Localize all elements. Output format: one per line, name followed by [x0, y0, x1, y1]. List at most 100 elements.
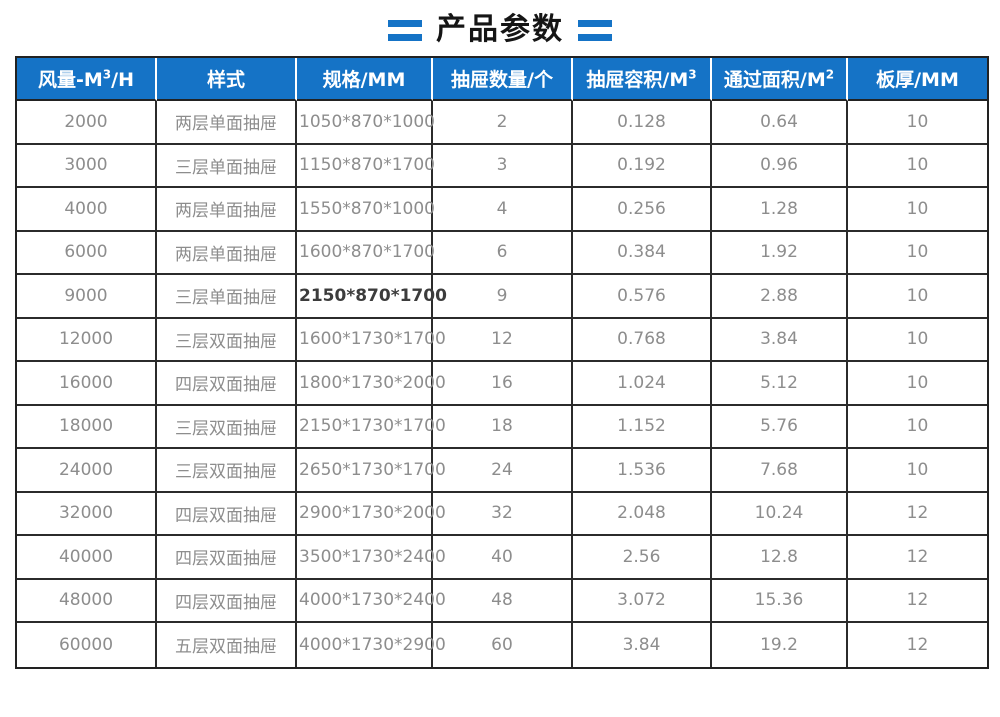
table-row: 2000 两层单面抽屉 1050*870*1000 2 0.128 0.64 10: [17, 101, 987, 145]
cell-area: 0.96: [712, 144, 848, 188]
table-row: 4000 两层单面抽屉 1550*870*1000 4 0.256 1.28 10: [17, 188, 987, 232]
cell-drawers: 2: [433, 101, 573, 145]
cell-spec: 2900*1730*2000: [297, 492, 446, 536]
cell-area: 15.36: [712, 579, 848, 623]
cell-drawers: 48: [433, 579, 573, 623]
cell-thickness: 10: [848, 405, 987, 449]
cell-volume: 1.024: [573, 362, 712, 406]
table-row: 6000 两层单面抽屉 1600*870*1700 6 0.384 1.92 10: [17, 231, 987, 275]
cell-style: 两层单面抽屉: [157, 188, 297, 232]
column-header-area-sup: 2: [825, 67, 835, 82]
cell-style: 三层单面抽屉: [157, 144, 297, 188]
cell-spec: 4000*1730*2400: [297, 579, 446, 623]
equals-mark-icon-right: [578, 19, 612, 41]
table-row: 24000 三层双面抽屉 2650*1730*1700 24 1.536 7.68 10: [17, 449, 987, 493]
cell-drawers: 24: [433, 449, 573, 493]
cell-area: 5.76: [712, 405, 848, 449]
table-row: 3000 三层单面抽屉 1150*870*1700 3 0.192 0.96 10: [17, 144, 987, 188]
cell-area: 19.2: [712, 623, 848, 667]
page-title-bar: 产品参数: [0, 0, 1000, 56]
cell-airflow: 18000: [17, 405, 157, 449]
cell-volume: 1.152: [573, 405, 712, 449]
cell-drawers: 3: [433, 144, 573, 188]
column-header-airflow-base: 风量-M: [38, 69, 103, 91]
cell-volume: 0.384: [573, 231, 712, 275]
cell-airflow: 12000: [17, 318, 157, 362]
column-header-thickness-base: 板厚/MM: [876, 69, 959, 91]
column-header-volume-sup: 3: [688, 67, 697, 82]
column-header-drawers-base: 抽屉数量/个: [451, 69, 553, 91]
column-header-volume: 抽屉容积/M3: [573, 58, 712, 101]
cell-drawers: 9: [433, 275, 573, 319]
cell-airflow: 16000: [17, 362, 157, 406]
cell-spec: 1050*870*1000: [297, 101, 435, 145]
column-header-spec-base: 规格/MM: [322, 69, 406, 91]
cell-thickness: 10: [848, 449, 987, 493]
cell-area: 3.84: [712, 318, 848, 362]
table-row: 12000 三层双面抽屉 1600*1730*1700 12 0.768 3.84 10: [17, 318, 987, 362]
cell-style: 四层双面抽屉: [157, 362, 297, 406]
cell-volume: 1.536: [573, 449, 712, 493]
cell-style: 四层双面抽屉: [157, 536, 297, 580]
cell-volume: 0.768: [573, 318, 712, 362]
cell-style: 五层双面抽屉: [157, 623, 297, 667]
column-header-volume-base: 抽屉容积/M: [586, 69, 689, 91]
cell-area: 10.24: [712, 492, 848, 536]
cell-airflow: 32000: [17, 492, 157, 536]
cell-area: 7.68: [712, 449, 848, 493]
column-header-thickness: 板厚/MM: [848, 58, 987, 101]
cell-area: 2.88: [712, 275, 848, 319]
cell-airflow: 6000: [17, 231, 157, 275]
cell-drawers: 6: [433, 231, 573, 275]
cell-style: 四层双面抽屉: [157, 579, 297, 623]
cell-thickness: 10: [848, 362, 987, 406]
table-row: 18000 三层双面抽屉 2150*1730*1700 18 1.152 5.76 10: [17, 405, 987, 449]
cell-airflow: 4000: [17, 188, 157, 232]
column-header-area: 通过面积/M2: [712, 58, 848, 101]
cell-area: 1.28: [712, 188, 848, 232]
cell-spec: 1800*1730*2000: [297, 362, 446, 406]
column-header-spec: 规格/MM: [297, 58, 433, 101]
cell-volume: 0.128: [573, 101, 712, 145]
table-row: 40000 四层双面抽屉 3500*1730*2400 40 2.56 12.8 12: [17, 536, 987, 580]
cell-volume: 2.048: [573, 492, 712, 536]
cell-thickness: 12: [848, 579, 987, 623]
cell-volume: 3.84: [573, 623, 712, 667]
cell-volume: 0.576: [573, 275, 712, 319]
cell-airflow: 9000: [17, 275, 157, 319]
cell-area: 12.8: [712, 536, 848, 580]
cell-style: 三层双面抽屉: [157, 318, 297, 362]
column-header-style-base: 样式: [206, 69, 245, 91]
table-row: 60000 五层双面抽屉 4000*1730*2900 60 3.84 19.2 12: [17, 623, 987, 667]
cell-volume: 0.256: [573, 188, 712, 232]
cell-thickness: 10: [848, 188, 987, 232]
cell-spec: 2150*1730*1700: [297, 405, 446, 449]
product-parameters-table: 风量-M3/H 样式 规格/MM 抽屉数量/个 抽屉容积/M3 通过面积/M2 …: [15, 56, 989, 669]
cell-style: 三层单面抽屉: [157, 275, 297, 319]
table-row: 16000 四层双面抽屉 1800*1730*2000 16 1.024 5.12 10: [17, 362, 987, 406]
cell-thickness: 10: [848, 144, 987, 188]
cell-drawers: 18: [433, 405, 573, 449]
table-row: 48000 四层双面抽屉 4000*1730*2400 48 3.072 15.36 12: [17, 579, 987, 623]
cell-thickness: 10: [848, 318, 987, 362]
cell-airflow: 3000: [17, 144, 157, 188]
cell-drawers: 4: [433, 188, 573, 232]
column-header-airflow-sup: 3: [102, 67, 112, 82]
cell-airflow: 60000: [17, 623, 157, 667]
column-header-drawers: 抽屉数量/个: [433, 58, 573, 101]
table-header-row: 风量-M3/H 样式 规格/MM 抽屉数量/个 抽屉容积/M3 通过面积/M2 …: [17, 58, 987, 101]
cell-spec: 3500*1730*2400: [297, 536, 446, 580]
cell-spec: 2650*1730*1700: [297, 449, 446, 493]
cell-area: 0.64: [712, 101, 848, 145]
cell-style: 三层双面抽屉: [157, 449, 297, 493]
cell-spec: 2150*870*1700: [297, 275, 447, 319]
table-body: 2000 两层单面抽屉 1050*870*1000 2 0.128 0.64 10 3000 三…: [17, 101, 987, 667]
cell-area: 5.12: [712, 362, 848, 406]
cell-spec: 1600*870*1700: [297, 231, 435, 275]
cell-style: 三层双面抽屉: [157, 405, 297, 449]
parameters-table-wrap: 风量-M3/H 样式 规格/MM 抽屉数量/个 抽屉容积/M3 通过面积/M2 …: [0, 56, 1000, 669]
cell-airflow: 48000: [17, 579, 157, 623]
cell-airflow: 2000: [17, 101, 157, 145]
table-row: 9000 三层单面抽屉 2150*870*1700 9 0.576 2.88 10: [17, 275, 987, 319]
cell-drawers: 60: [433, 623, 573, 667]
